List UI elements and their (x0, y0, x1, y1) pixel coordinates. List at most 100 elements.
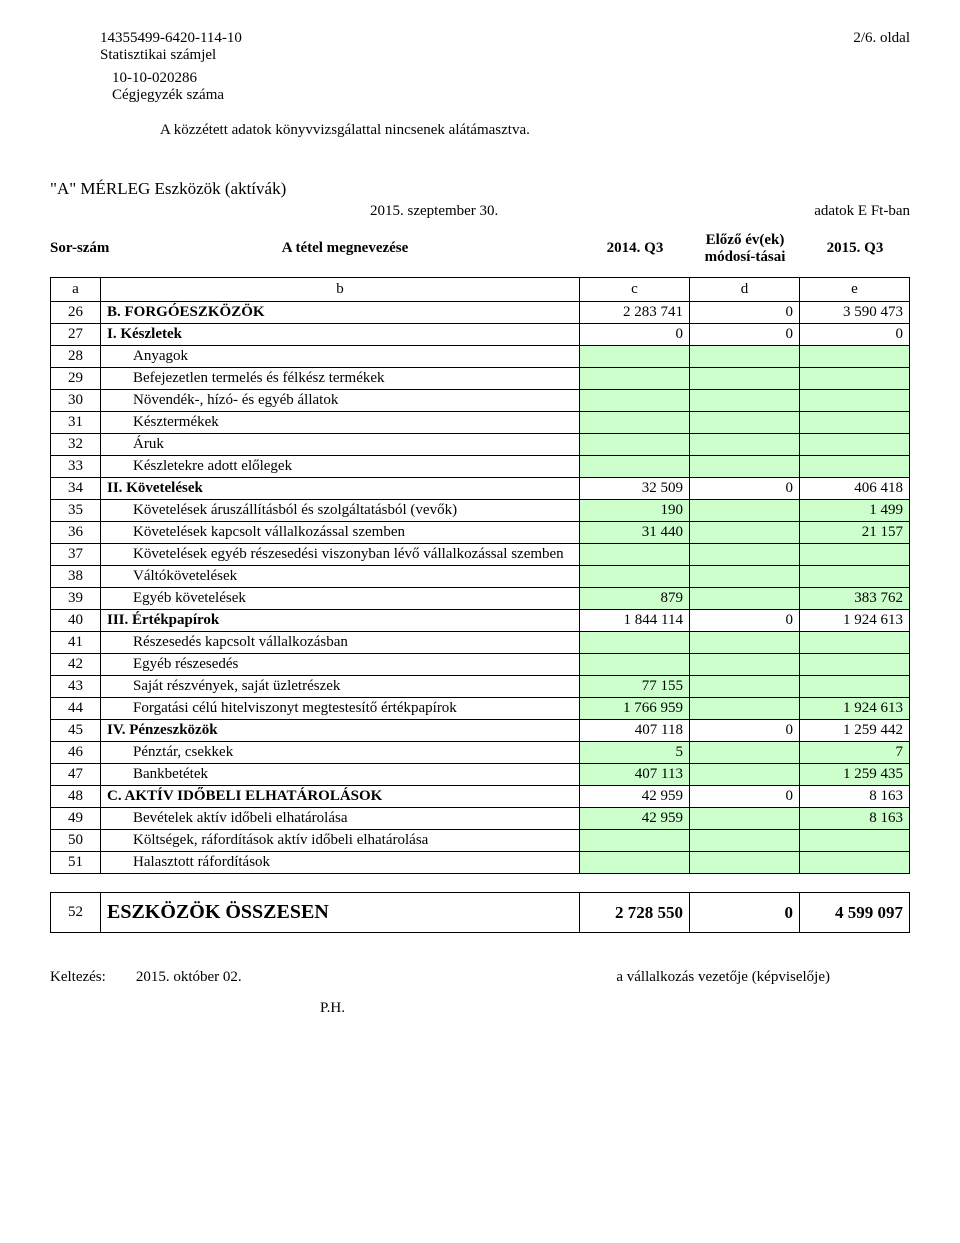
row-label: Saját részvények, saját üzletrészek (101, 676, 580, 698)
letter-e: e (800, 278, 910, 302)
row-val-d (690, 830, 800, 852)
row-label: Bevételek aktív időbeli elhatárolása (101, 808, 580, 830)
table-row: 27I. Készletek000 (51, 324, 910, 346)
row-val-c (580, 412, 690, 434)
column-header: Sor-szám A tétel megnevezése 2014. Q3 El… (50, 232, 910, 265)
row-val-e (800, 456, 910, 478)
row-val-c: 407 118 (580, 720, 690, 742)
row-val-c (580, 456, 690, 478)
row-val-e (800, 676, 910, 698)
table-row: 47Bankbetétek407 1131 259 435 (51, 764, 910, 786)
table-row: 49Bevételek aktív időbeli elhatárolása42… (51, 808, 910, 830)
row-val-e: 0 (800, 324, 910, 346)
row-val-c: 42 959 (580, 808, 690, 830)
table-row: 33Készletekre adott előlegek (51, 456, 910, 478)
row-val-d (690, 456, 800, 478)
row-label: B. FORGÓESZKÖZÖK (101, 302, 580, 324)
row-label: Halasztott ráfordítások (101, 852, 580, 874)
table-row: 46Pénztár, csekkek57 (51, 742, 910, 764)
row-val-c: 0 (580, 324, 690, 346)
row-val-e (800, 412, 910, 434)
row-num: 36 (51, 522, 101, 544)
table-row: 30Növendék-, hízó- és egyéb állatok (51, 390, 910, 412)
row-val-c (580, 368, 690, 390)
row-val-d (690, 412, 800, 434)
row-num: 38 (51, 566, 101, 588)
row-val-c: 2 283 741 (580, 302, 690, 324)
row-num: 39 (51, 588, 101, 610)
row-val-e: 1 499 (800, 500, 910, 522)
row-label: Készletekre adott előlegek (101, 456, 580, 478)
table-row: 36Követelések kapcsolt vállalkozással sz… (51, 522, 910, 544)
row-val-d: 0 (690, 610, 800, 632)
col-sorszam: Sor-szám (50, 240, 110, 257)
row-val-e (800, 544, 910, 566)
table-row: 32Áruk (51, 434, 910, 456)
total-e: 4 599 097 (800, 893, 910, 933)
row-val-d (690, 852, 800, 874)
row-num: 46 (51, 742, 101, 764)
row-val-c: 1 844 114 (580, 610, 690, 632)
total-table: 52 ESZKÖZÖK ÖSSZESEN 2 728 550 0 4 599 0… (50, 892, 910, 933)
row-val-d (690, 566, 800, 588)
row-val-c: 31 440 (580, 522, 690, 544)
row-val-e: 1 259 442 (800, 720, 910, 742)
row-val-e: 21 157 (800, 522, 910, 544)
row-num: 30 (51, 390, 101, 412)
row-label: Bankbetétek (101, 764, 580, 786)
row-val-c (580, 632, 690, 654)
footer-date: 2015. október 02. (136, 969, 242, 986)
report-date: 2015. szeptember 30. (370, 203, 498, 220)
row-label: Forgatási célú hitelviszonyt megtestesít… (101, 698, 580, 720)
row-val-e (800, 654, 910, 676)
row-num: 35 (51, 500, 101, 522)
row-val-c: 407 113 (580, 764, 690, 786)
letter-c: c (580, 278, 690, 302)
row-num: 28 (51, 346, 101, 368)
row-label: I. Készletek (101, 324, 580, 346)
table-row: 50Költségek, ráfordítások aktív időbeli … (51, 830, 910, 852)
row-val-e (800, 632, 910, 654)
row-val-d: 0 (690, 720, 800, 742)
row-val-d: 0 (690, 478, 800, 500)
row-label: Költségek, ráfordítások aktív időbeli el… (101, 830, 580, 852)
row-val-e (800, 852, 910, 874)
row-val-c (580, 654, 690, 676)
row-num: 47 (51, 764, 101, 786)
signer: a vállalkozás vezetője (képviselője) (616, 969, 910, 986)
row-val-d (690, 698, 800, 720)
row-num: 45 (51, 720, 101, 742)
row-val-c (580, 852, 690, 874)
total-d: 0 (690, 893, 800, 933)
row-val-c (580, 390, 690, 412)
row-num: 37 (51, 544, 101, 566)
row-val-e: 406 418 (800, 478, 910, 500)
row-val-d (690, 500, 800, 522)
table-row: 44Forgatási célú hitelviszonyt megtestes… (51, 698, 910, 720)
row-val-e: 1 924 613 (800, 698, 910, 720)
section-title: "A" MÉRLEG Eszközök (aktívák) (50, 179, 910, 199)
table-row: 29Befejezetlen termelés és félkész termé… (51, 368, 910, 390)
row-num: 44 (51, 698, 101, 720)
row-val-d (690, 522, 800, 544)
row-val-e: 383 762 (800, 588, 910, 610)
row-val-d (690, 742, 800, 764)
row-val-e: 8 163 (800, 808, 910, 830)
row-val-c: 5 (580, 742, 690, 764)
row-num: 41 (51, 632, 101, 654)
row-val-c: 77 155 (580, 676, 690, 698)
unit-label: adatok E Ft-ban (814, 203, 910, 220)
row-val-c: 190 (580, 500, 690, 522)
row-val-c (580, 544, 690, 566)
table-row: 34II. Követelések32 5090406 418 (51, 478, 910, 500)
letter-a: a (51, 278, 101, 302)
total-c: 2 728 550 (580, 893, 690, 933)
row-label: Pénztár, csekkek (101, 742, 580, 764)
row-val-d: 0 (690, 302, 800, 324)
table-row: 37Követelések egyéb részesedési viszonyb… (51, 544, 910, 566)
row-num: 42 (51, 654, 101, 676)
table-row: 41Részesedés kapcsolt vállalkozásban (51, 632, 910, 654)
row-val-d (690, 544, 800, 566)
row-val-d (690, 764, 800, 786)
row-num: 43 (51, 676, 101, 698)
